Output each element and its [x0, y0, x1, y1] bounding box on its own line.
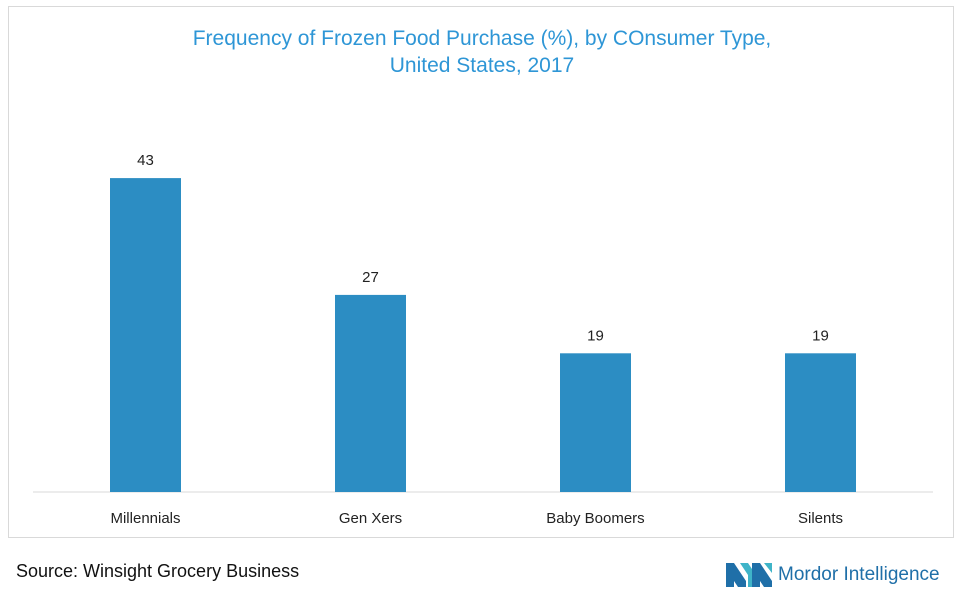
- x-tick-label: Baby Boomers: [546, 510, 644, 527]
- bar-chart: 43 Millennials 27 Gen Xers 19 Baby Boomers 19 S…: [33, 152, 933, 527]
- data-label: 27: [362, 269, 379, 286]
- x-tick-label: Millennials: [110, 510, 180, 527]
- bar-millennials: [110, 178, 181, 492]
- bar-silents: [785, 353, 856, 492]
- chart-title: Frequency of Frozen Food Purchase (%), b…: [9, 25, 955, 79]
- bar-gen-xers: [335, 294, 406, 492]
- x-tick-label: Gen Xers: [339, 510, 402, 527]
- data-label: 43: [137, 152, 154, 169]
- source-note: Source: Winsight Grocery Business: [16, 561, 300, 581]
- mordor-intelligence-logo: Mordor Intelligence: [726, 560, 940, 590]
- chart-title-line-2: United States, 2017: [389, 54, 575, 77]
- logo-text: Mordor Intelligence: [778, 564, 940, 585]
- logo-mark-icon: [726, 563, 772, 587]
- chart-title-line-1: Frequency of Frozen Food Purchase (%), b…: [192, 27, 772, 50]
- x-tick-label: Silents: [798, 510, 843, 527]
- data-label: 19: [587, 327, 604, 344]
- data-label: 19: [812, 327, 829, 344]
- bar-baby-boomers: [560, 353, 631, 492]
- chart-frame: Frequency of Frozen Food Purchase (%), b…: [8, 6, 954, 538]
